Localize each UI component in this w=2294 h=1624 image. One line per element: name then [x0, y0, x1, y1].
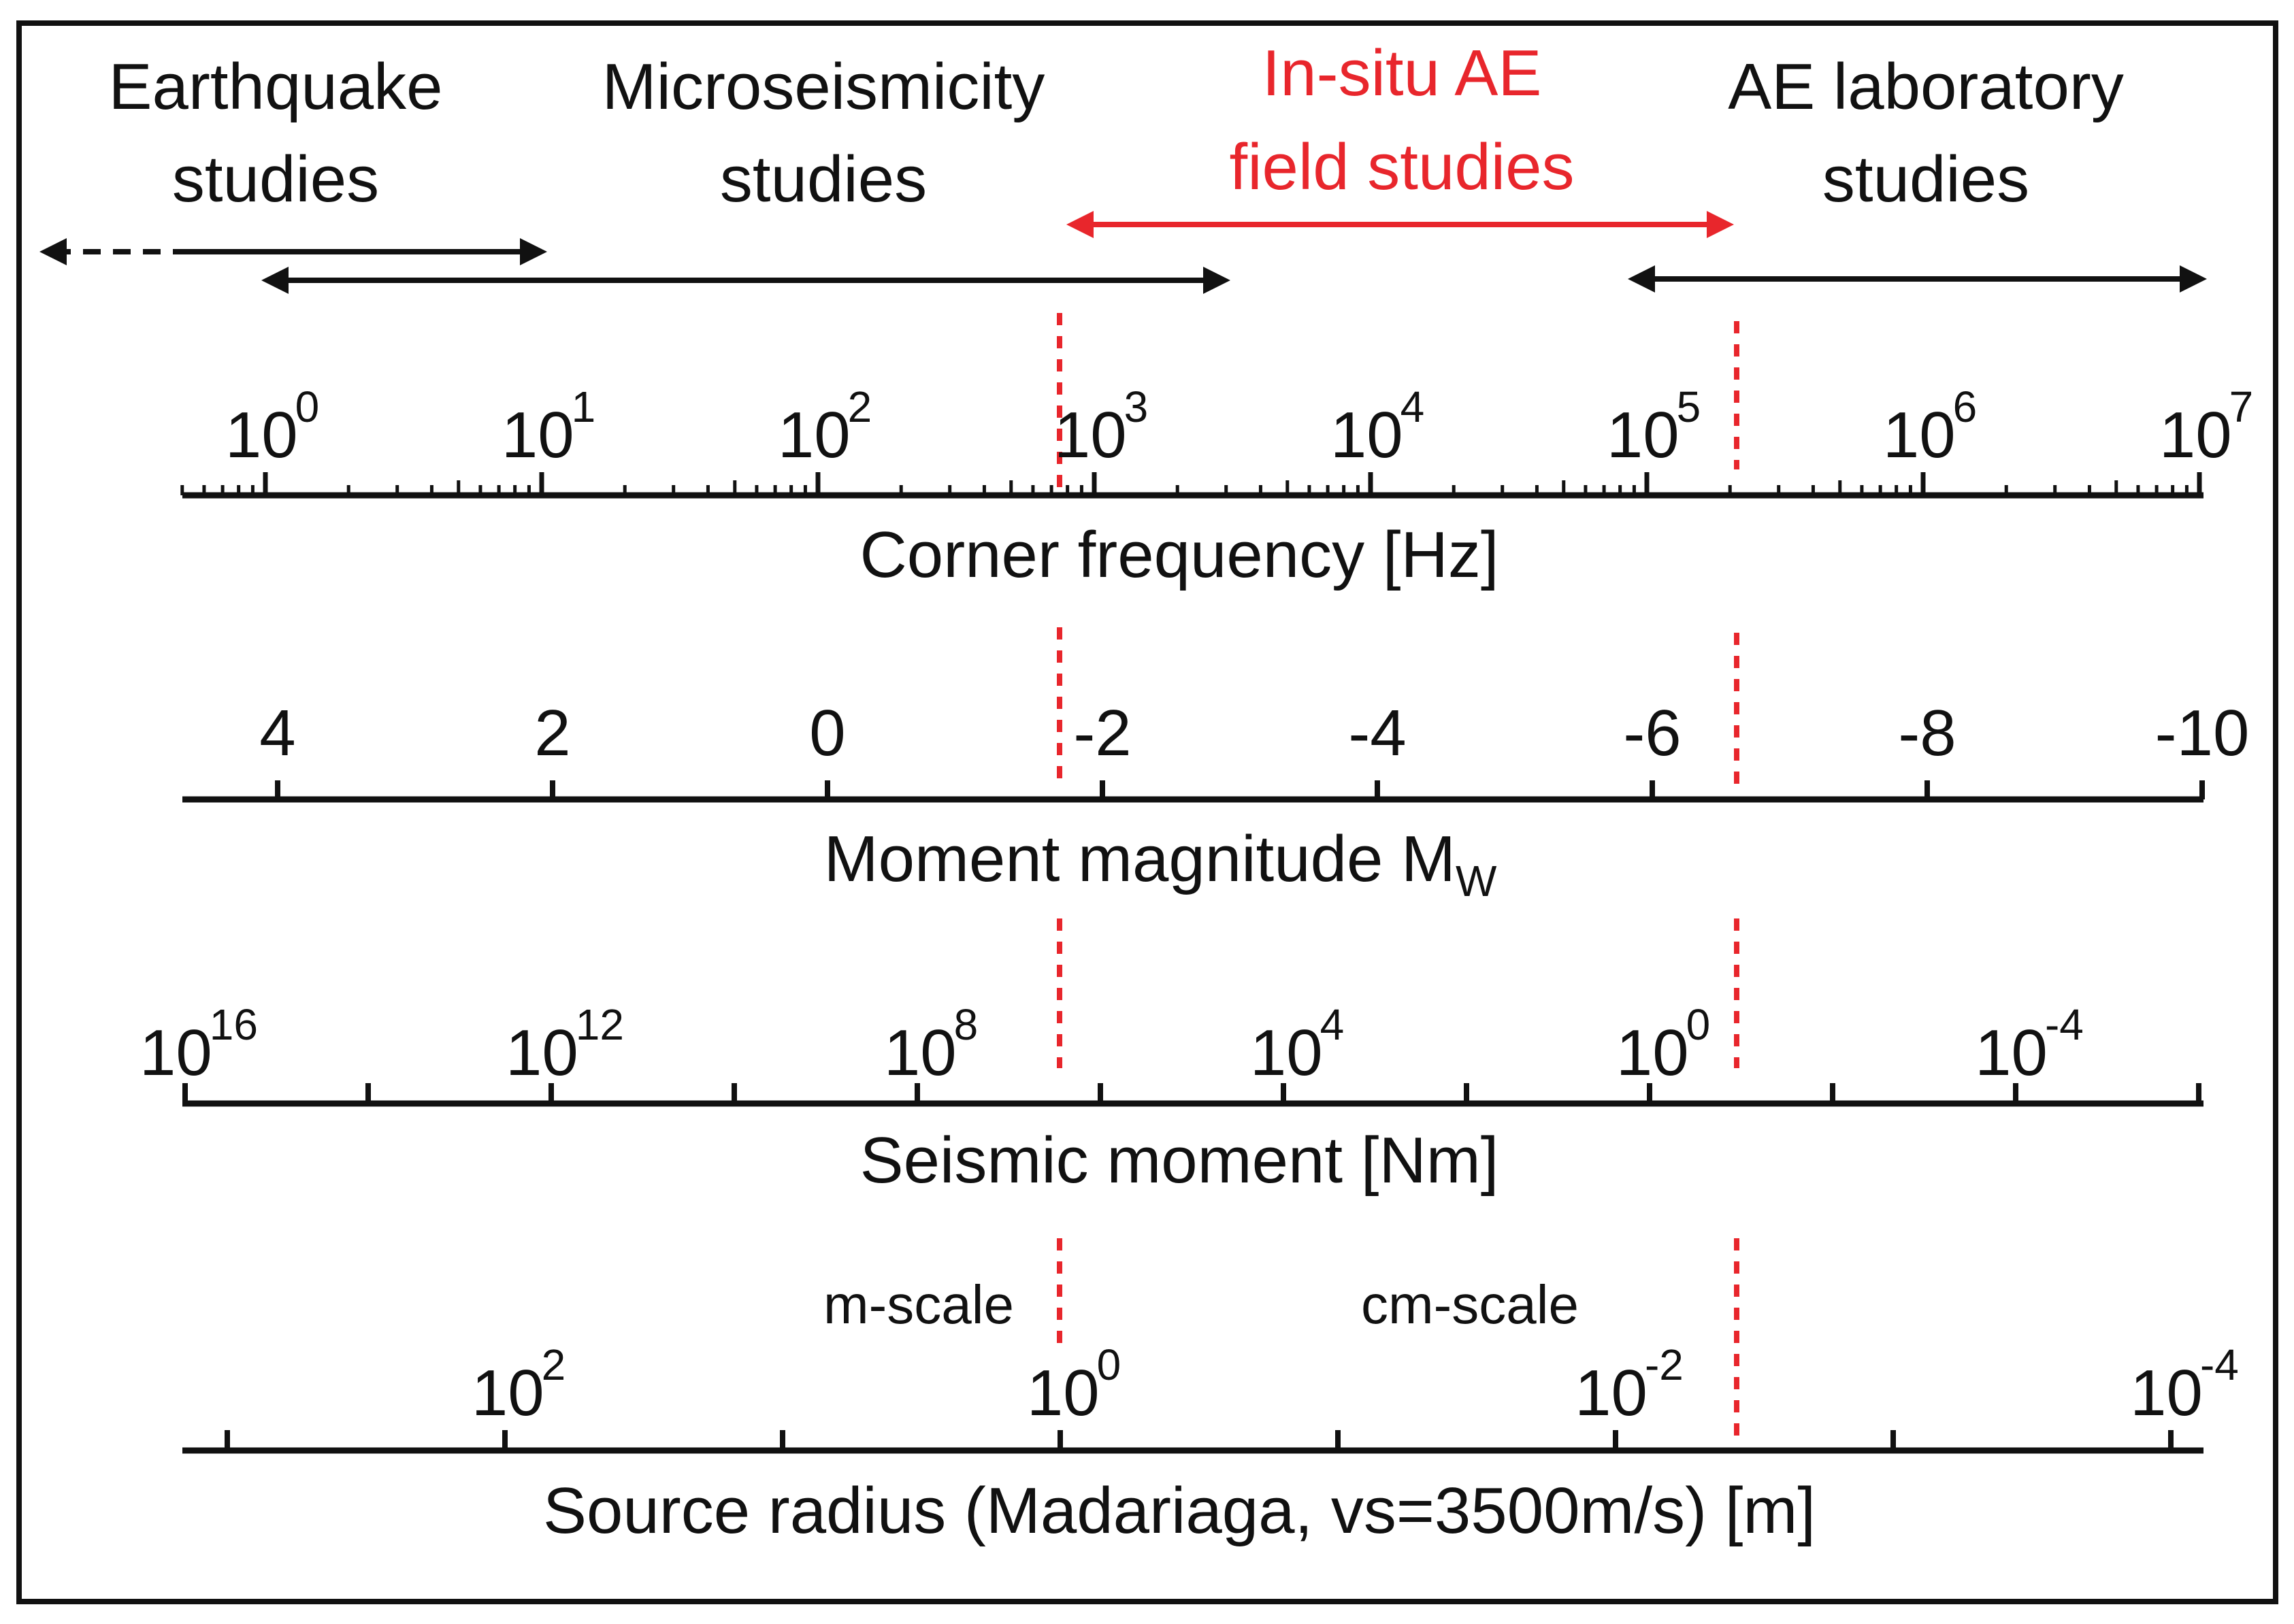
source-radius-tick-label: 10-2: [1575, 1340, 1684, 1429]
microseismicity-studies-label: Microseismicity studies: [602, 50, 1045, 216]
source-radius-tick-label: 102: [472, 1340, 566, 1429]
moment-magnitude-ticks: [275, 780, 2205, 799]
corner-frequency-tick-label: 106: [1883, 382, 1977, 471]
source-radius-caption: Source radius (Madariaga, vs=3500m/s) [m…: [543, 1474, 1816, 1547]
figure-frame: [16, 20, 2278, 1604]
earthquake-studies-line2: studies: [172, 143, 379, 216]
seismic-moment-tick-label: 100: [1616, 1000, 1710, 1089]
source-radius-ticks: [225, 1430, 2174, 1451]
corner-frequency-tick-label: 104: [1330, 382, 1424, 471]
seismic-moment-axis: 1016 1012 108 104 100 10-4 Seismic moment [Nm…: [140, 1000, 2203, 1197]
moment-magnitude-tick-label: 2: [534, 697, 570, 769]
earthquake-studies-label: Earthquake studies: [108, 50, 442, 216]
seismic-moment-tick-labels: 1016 1012 108 104 100 10-4: [140, 1000, 2084, 1089]
insitu-ae-studies-label: In-situ AE field studies: [1230, 37, 1575, 203]
insitu-ae-studies-line2: field studies: [1230, 131, 1575, 203]
corner-frequency-axis: 100 101 102 103 104 105 106 107 Corner frequenc…: [180, 382, 2253, 591]
moment-magnitude-tick-label: -10: [2155, 697, 2250, 769]
moment-magnitude-tick-label: -4: [1348, 697, 1406, 769]
ae-laboratory-studies-label: AE laboratory studies: [1728, 50, 2124, 216]
moment-magnitude-caption-main: Moment magnitude M: [824, 823, 1456, 895]
moment-magnitude-caption-subscript: W: [1456, 857, 1497, 906]
seismic-moment-tick-label: 10-4: [1975, 1000, 2084, 1089]
ae-laboratory-studies-line2: studies: [1822, 143, 2029, 216]
source-radius-axis: 102 100 10-2 10-4 m-scale cm-scale Source r…: [182, 1274, 2239, 1547]
seismic-moment-tick-label: 104: [1250, 1000, 1344, 1089]
corner-frequency-caption: Corner frequency [Hz]: [859, 518, 1498, 591]
microseismicity-studies-line1: Microseismicity: [602, 50, 1045, 123]
corner-frequency-tick-label: 103: [1054, 382, 1148, 471]
source-radius-tick-label: 100: [1027, 1340, 1121, 1429]
seismic-moment-tick-label: 108: [884, 1000, 978, 1089]
earthquake-studies-line1: Earthquake: [108, 50, 442, 123]
moment-magnitude-caption: Moment magnitude MW: [824, 823, 1497, 906]
m-scale-note: m-scale: [823, 1274, 1014, 1335]
corner-frequency-tick-label: 105: [1607, 382, 1701, 471]
corner-frequency-ticks: [180, 472, 2202, 495]
seismic-moment-tick-label: 1016: [140, 1000, 258, 1089]
moment-magnitude-tick-label: 0: [809, 697, 845, 769]
seismic-moment-caption: Seismic moment [Nm]: [860, 1124, 1499, 1197]
moment-magnitude-tick-labels: 4 2 0 -2 -4 -6 -8 -10: [259, 697, 2249, 769]
moment-magnitude-tick-label: -8: [1898, 697, 1956, 769]
corner-frequency-tick-labels: 100 101 102 103 104 105 106 107: [225, 382, 2253, 471]
seismic-moment-ticks: [182, 1083, 2201, 1104]
cm-scale-note: cm-scale: [1361, 1274, 1579, 1335]
source-radius-tick-label: 10-4: [2130, 1340, 2239, 1429]
seismic-moment-tick-label: 1012: [506, 1000, 624, 1089]
microseismicity-studies-line2: studies: [720, 143, 927, 216]
corner-frequency-tick-label: 102: [778, 382, 872, 471]
ae-laboratory-studies-line1: AE laboratory: [1728, 50, 2124, 123]
moment-magnitude-tick-label: -2: [1073, 697, 1131, 769]
moment-magnitude-tick-label: 4: [259, 697, 295, 769]
moment-magnitude-tick-label: -6: [1623, 697, 1681, 769]
source-radius-tick-labels: 102 100 10-2 10-4: [472, 1340, 2239, 1429]
corner-frequency-tick-label: 101: [502, 382, 595, 471]
boundary-lines: [1057, 313, 1739, 1436]
insitu-ae-studies-line1: In-situ AE: [1262, 37, 1542, 110]
corner-frequency-tick-label: 107: [2159, 382, 2253, 471]
corner-frequency-tick-label: 100: [225, 382, 319, 471]
moment-magnitude-axis: 4 2 0 -2 -4 -6 -8 -10 Moment magnitude MW: [182, 697, 2249, 906]
